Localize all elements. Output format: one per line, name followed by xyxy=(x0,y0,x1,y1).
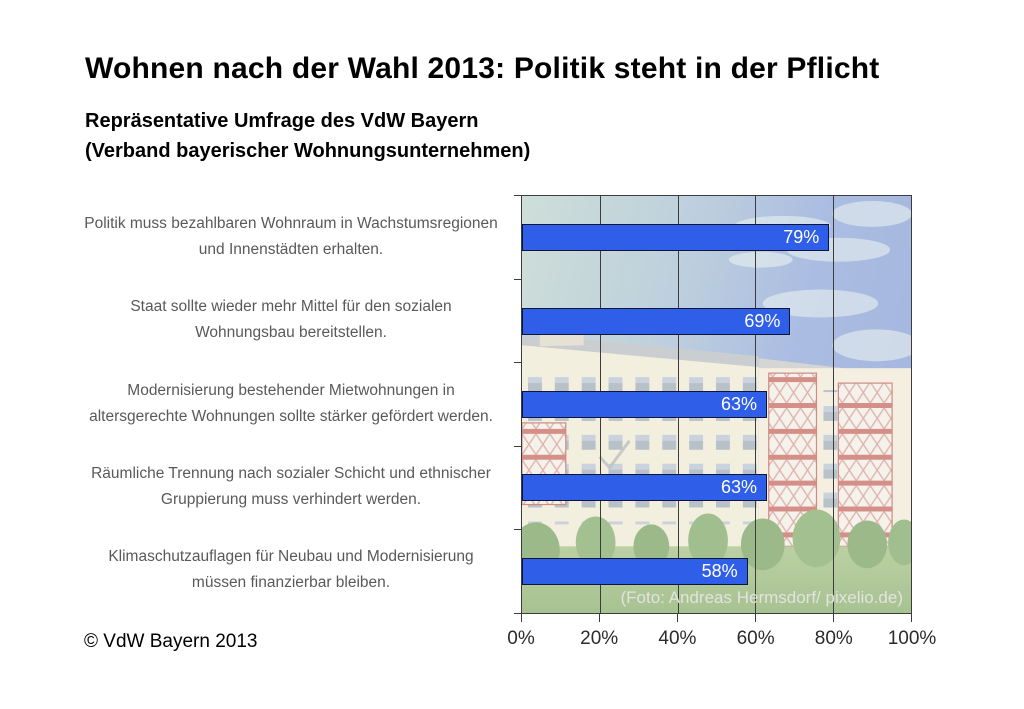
bar-value-label: 79% xyxy=(783,227,820,248)
category-label-3: Räumliche Trennung nach sozialer Schicht… xyxy=(91,464,491,508)
x-tick-20 xyxy=(599,614,600,622)
x-tick-100 xyxy=(911,614,912,622)
bar-value-label: 69% xyxy=(744,310,781,331)
photo-credit: (Foto: Andreas Hermsdorf/ pixelio.de) xyxy=(620,588,903,607)
x-tick-label-20: 20% xyxy=(580,628,619,649)
y-tick-3 xyxy=(514,445,521,447)
bar-2: 63% xyxy=(522,391,768,418)
x-tick-label-80: 80% xyxy=(814,628,853,649)
category-label-2: Modernisierung bestehender Mietwohnungen… xyxy=(89,381,493,425)
chart-plot-area: 79% 69% 63% 63% 58% (Foto: Andreas Hermsdorf… xyxy=(521,195,912,614)
bar-4: 58% xyxy=(522,557,748,585)
bar-0: 79% xyxy=(522,224,830,252)
gridline-80 xyxy=(833,196,835,613)
x-tick-60 xyxy=(755,614,756,622)
bar-value-label: 58% xyxy=(701,560,738,581)
x-tick-label-40: 40% xyxy=(658,628,697,649)
bar-value-label: 63% xyxy=(721,477,758,498)
bar-value-label: 63% xyxy=(721,394,758,414)
y-tick-2 xyxy=(514,362,521,364)
y-tick-5 xyxy=(514,613,521,614)
x-tick-0 xyxy=(521,614,522,622)
x-tick-80 xyxy=(833,614,834,622)
bar-1: 69% xyxy=(522,307,791,335)
category-axis-labels: Politik muss bezahlbaren Wohnraum in Wac… xyxy=(76,195,506,614)
subtitle-line-1: Repräsentative Umfrage des VdW Bayern xyxy=(85,110,479,132)
category-label-0: Politik muss bezahlbaren Wohnraum in Wac… xyxy=(84,214,498,258)
x-tick-40 xyxy=(677,614,678,622)
y-tick-1 xyxy=(514,278,521,280)
subtitle-line-2: (Verband bayerischer Wohnungsunternehmen… xyxy=(85,140,531,162)
y-tick-4 xyxy=(514,529,521,531)
category-label-1: Staat sollte wieder mehr Mittel für den … xyxy=(130,298,452,342)
x-tick-label-0: 0% xyxy=(507,628,535,649)
copyright-note: © VdW Bayern 2013 xyxy=(84,631,258,652)
x-axis-tick-labels: 0% 20% 40% 60% 80% 100% xyxy=(507,628,936,652)
x-tick-label-60: 60% xyxy=(736,628,775,649)
y-tick-0 xyxy=(514,195,521,196)
bar-3: 63% xyxy=(522,474,768,502)
category-label-4: Klimaschutzauflagen für Neubau und Moder… xyxy=(108,548,474,592)
page-subtitle: Repräsentative Umfrage des VdW Bayern (V… xyxy=(85,106,530,166)
page-title: Wohnen nach der Wahl 2013: Politik steht… xyxy=(85,52,880,85)
x-tick-label-100: 100% xyxy=(887,628,937,649)
